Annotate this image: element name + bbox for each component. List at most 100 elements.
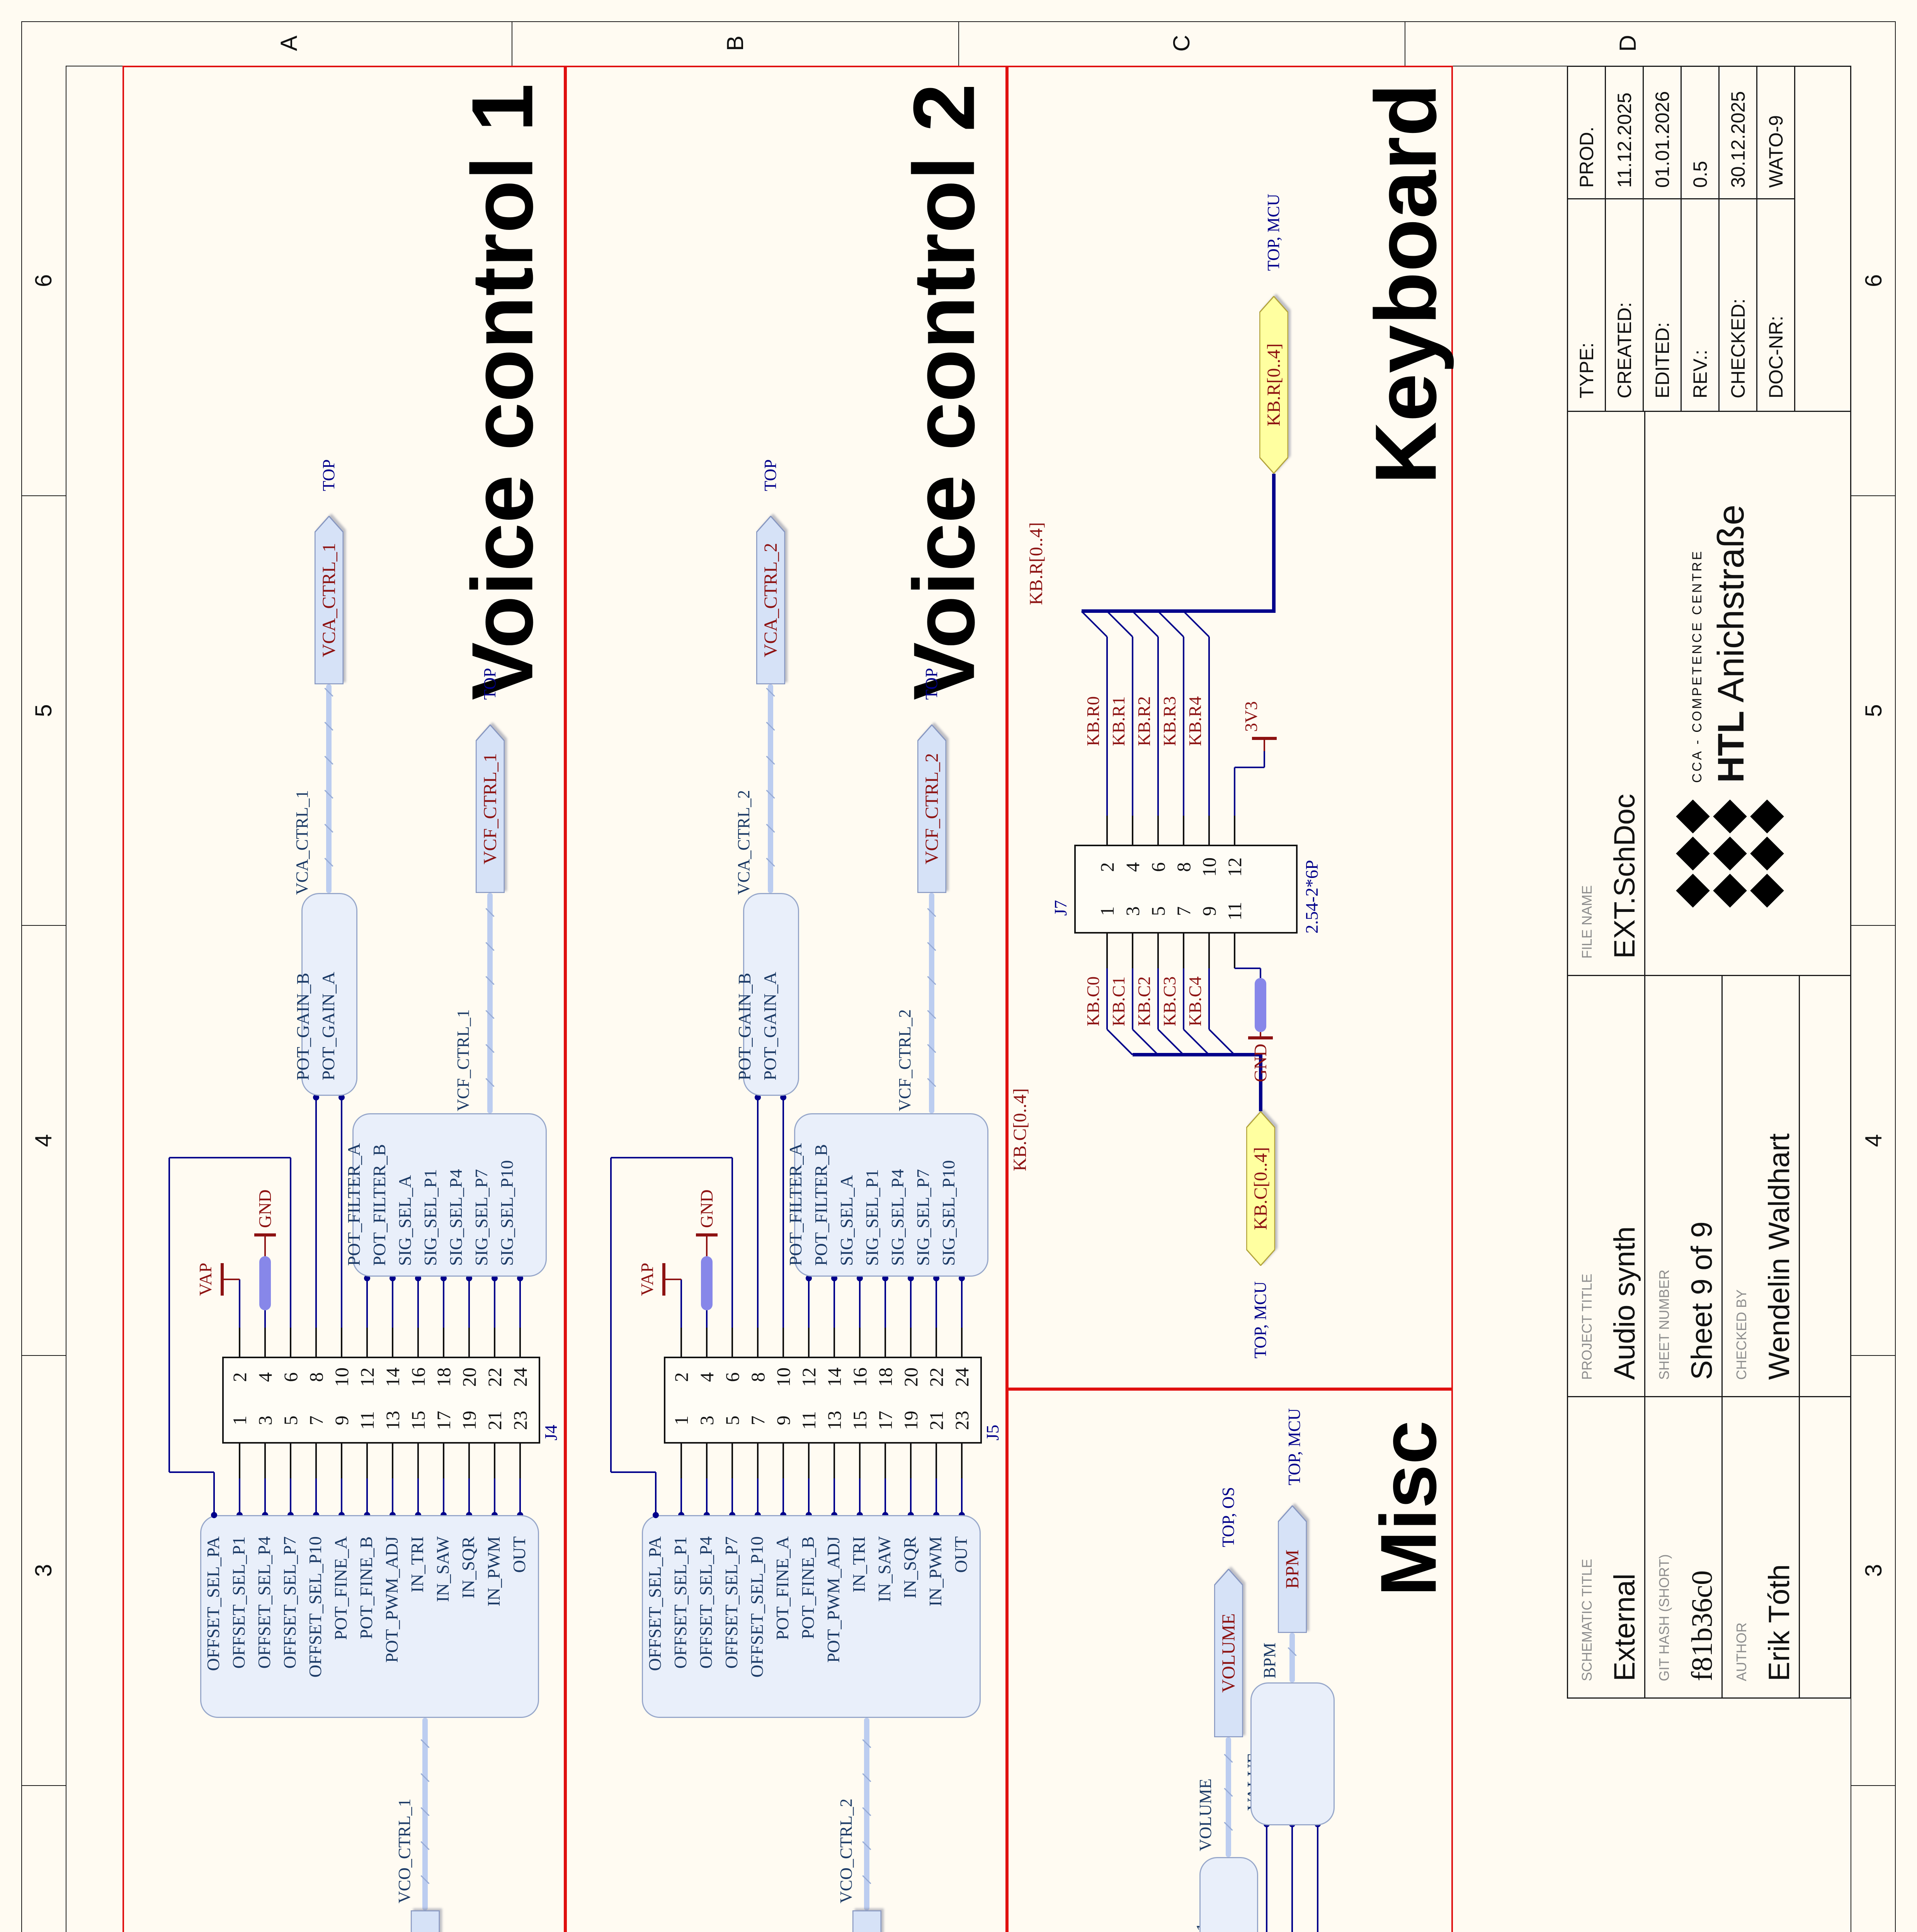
net-label-sig_sel_p4[interactable]: SIG_SEL_P4: [888, 1169, 907, 1266]
net-label-kbr1[interactable]: KB.R1: [1109, 696, 1128, 746]
net-label-sig_sel_p7[interactable]: SIG_SEL_P7: [471, 1169, 491, 1266]
port-kb-c[interactable]: KB.C[0..4]: [1246, 1111, 1276, 1267]
net-label-offset_sel_pa[interactable]: OFFSET_SEL_PA: [203, 1536, 223, 1671]
net-label-sig_sel_p1[interactable]: SIG_SEL_P1: [420, 1169, 440, 1266]
net-label-offset_sel_p7[interactable]: OFFSET_SEL_P7: [721, 1536, 741, 1669]
wire-segment: [1157, 816, 1159, 845]
net-label-in_tri[interactable]: IN_TRI: [849, 1536, 869, 1593]
port-bpm[interactable]: BPM: [1277, 1505, 1307, 1633]
org-name: HTL Anichstraße: [1710, 505, 1752, 783]
power-port-vap[interactable]: VAP: [637, 1262, 657, 1296]
port-kb-r[interactable]: KB.R[0..4]: [1259, 295, 1289, 474]
net-label-kbr0[interactable]: KB.R0: [1083, 696, 1103, 746]
connector-J7[interactable]: [1074, 845, 1298, 934]
net-label-in_sqr[interactable]: IN_SQR: [458, 1536, 478, 1599]
net-label-sig_sel_p7[interactable]: SIG_SEL_P7: [913, 1169, 933, 1266]
net-label-kbr4[interactable]: KB.R4: [1185, 696, 1205, 746]
footprint-label[interactable]: 2.54-2*6P: [1302, 860, 1322, 934]
net-label-sig_sel_a[interactable]: SIG_SEL_A: [837, 1175, 856, 1266]
wire-segment: [264, 1444, 266, 1478]
net-label-pot_pwm_adj[interactable]: POT_PWM_ADJ: [823, 1536, 843, 1663]
designator-J7[interactable]: J7: [1051, 900, 1070, 916]
net-label-offset_sel_p4[interactable]: OFFSET_SEL_P4: [696, 1536, 716, 1669]
net-label-offset_sel_p4[interactable]: OFFSET_SEL_P4: [254, 1536, 274, 1669]
wire-segment: [494, 1280, 495, 1328]
net-label-in_saw[interactable]: IN_SAW: [433, 1536, 452, 1602]
net-label-sig_sel_p4[interactable]: SIG_SEL_P4: [446, 1169, 466, 1266]
power-port-gnd[interactable]: GND: [1250, 1044, 1270, 1082]
pin-number: 10: [1198, 857, 1220, 877]
power-port-gnd[interactable]: GND: [255, 1189, 275, 1228]
wire-segment: [1260, 968, 1261, 978]
net-label-in_sqr[interactable]: IN_SQR: [900, 1536, 920, 1599]
net-label-in_saw[interactable]: IN_SAW: [874, 1536, 894, 1602]
net-label-offset_sel_p10[interactable]: OFFSET_SEL_P10: [305, 1536, 325, 1678]
net-label-pot_gain_b[interactable]: POT_GAIN_B: [293, 973, 313, 1080]
wire-segment: [468, 1478, 470, 1514]
port-volume[interactable]: VOLUME: [1214, 1568, 1243, 1738]
net-label-kbc0[interactable]: KB.C0: [1083, 976, 1103, 1026]
net-label-in_tri[interactable]: IN_TRI: [407, 1536, 427, 1593]
net-label-pot_filter_a[interactable]: POT_FILTER_A: [344, 1143, 364, 1266]
designator-J5[interactable]: J5: [983, 1425, 1002, 1440]
net-label-kbc1[interactable]: KB.C1: [1109, 976, 1128, 1026]
wire-segment: [443, 1444, 444, 1478]
net-label-offset_sel_p1[interactable]: OFFSET_SEL_P1: [670, 1536, 690, 1669]
net-label-in_pwm[interactable]: IN_PWM: [484, 1536, 503, 1607]
net-label-pot_gain_b[interactable]: POT_GAIN_B: [735, 973, 754, 1080]
title-block-divider: [1718, 66, 1720, 412]
power-port-gnd[interactable]: GND: [697, 1189, 716, 1228]
port-vcf-ctrl[interactable]: VCF_CTRL_1: [475, 724, 505, 893]
net-label-sig_sel_p10[interactable]: SIG_SEL_P10: [939, 1160, 958, 1266]
port-vco-ctrl[interactable]: VCO_CTRL_1: [410, 1910, 440, 1932]
net-label-sig_sel_a[interactable]: SIG_SEL_A: [395, 1175, 415, 1266]
net-label-pot_filter_a[interactable]: POT_FILTER_A: [786, 1143, 805, 1266]
port-vcf-ctrl[interactable]: VCF_CTRL_2: [917, 724, 947, 893]
pin-number: 2: [1096, 862, 1118, 872]
net-label-kbr3[interactable]: KB.R3: [1160, 696, 1179, 746]
pin-number: 7: [1173, 906, 1194, 916]
net-label-kbc3[interactable]: KB.C3: [1160, 976, 1179, 1026]
wire-segment: [1234, 767, 1235, 816]
net-label-pot_fine_b[interactable]: POT_FINE_B: [356, 1536, 376, 1639]
net-label-kbc2[interactable]: KB.C2: [1134, 976, 1154, 1026]
port-vco-ctrl[interactable]: VCO_CTRL_2: [852, 1910, 882, 1932]
pin-number: 22: [484, 1367, 505, 1387]
net-label-out[interactable]: OUT: [951, 1536, 971, 1573]
net-label-kbr2[interactable]: KB.R2: [1134, 696, 1154, 746]
wire-segment: [936, 1478, 937, 1514]
wire-segment: [1106, 934, 1108, 968]
net-label-offset_sel_p1[interactable]: OFFSET_SEL_P1: [229, 1536, 248, 1669]
net-label-in_pwm[interactable]: IN_PWM: [925, 1536, 945, 1607]
net-label-out[interactable]: OUT: [509, 1536, 529, 1573]
net-label-pot_fine_b[interactable]: POT_FINE_B: [798, 1536, 818, 1639]
net-label-pot_filter_b[interactable]: POT_FILTER_B: [811, 1144, 831, 1266]
port-vca-ctrl[interactable]: VCA_CTRL_2: [756, 515, 786, 685]
net-label-kbc4[interactable]: KB.C4: [1185, 976, 1205, 1026]
net-label-pot_filter_b[interactable]: POT_FILTER_B: [369, 1144, 389, 1266]
bus-label-kb-r[interactable]: KB.R[0..4]: [1026, 522, 1046, 605]
port-bpm-label: BPM: [1282, 1549, 1303, 1589]
net-label-offset_sel_p7[interactable]: OFFSET_SEL_P7: [280, 1536, 299, 1669]
wire-segment: [443, 1328, 444, 1357]
net-label-pot_fine_a[interactable]: POT_FINE_A: [331, 1536, 350, 1640]
designator-J4[interactable]: J4: [541, 1425, 561, 1440]
wire-segment: [611, 1471, 656, 1473]
power-port-3v3[interactable]: 3V3: [1241, 701, 1261, 732]
net-label-offset_sel_pa[interactable]: OFFSET_SEL_PA: [645, 1536, 665, 1671]
net-label-pot_pwm_adj[interactable]: POT_PWM_ADJ: [382, 1536, 401, 1663]
net-label-pot_gain_a[interactable]: POT_GAIN_A: [318, 971, 338, 1080]
port-vca-ctrl[interactable]: VCA_CTRL_1: [314, 515, 344, 685]
net-label-offset_sel_p10[interactable]: OFFSET_SEL_P10: [747, 1536, 767, 1678]
power-port-vap[interactable]: VAP: [196, 1262, 215, 1296]
wire-segment: [1183, 968, 1184, 1029]
net-label-pot_gain_a[interactable]: POT_GAIN_A: [760, 971, 780, 1080]
wire-segment: [757, 1478, 759, 1514]
net-label-sig_sel_p10[interactable]: SIG_SEL_P10: [497, 1160, 517, 1266]
wire-segment: [264, 1328, 266, 1357]
net-label-pot_fine_a[interactable]: POT_FINE_A: [772, 1536, 792, 1640]
net-label-sig_sel_p1[interactable]: SIG_SEL_P1: [862, 1169, 882, 1266]
bus-label-kb-c[interactable]: KB.C[0..4]: [1010, 1088, 1030, 1171]
wire-segment: [1264, 751, 1265, 767]
wire-segment: [1132, 934, 1133, 968]
